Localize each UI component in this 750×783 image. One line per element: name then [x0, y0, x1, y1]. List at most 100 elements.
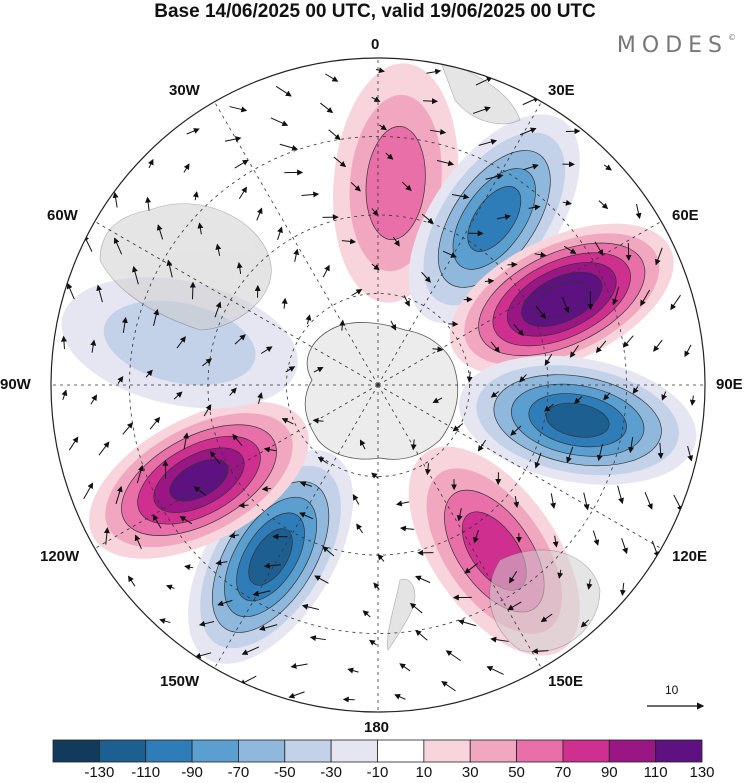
wind-arrow — [359, 439, 366, 450]
colorbar-swatch — [330, 739, 378, 763]
wind-arrow — [592, 530, 600, 546]
wind-arrow — [328, 129, 341, 141]
wind-arrow — [371, 208, 379, 217]
wind-arrow — [228, 532, 240, 539]
wind-arrow — [322, 264, 330, 278]
wind-arrow — [535, 305, 547, 320]
wind-arrow — [392, 236, 400, 247]
wind-arrow — [309, 635, 326, 642]
wind-arrow — [569, 345, 579, 358]
wind-arrow — [464, 563, 478, 574]
wind-arrow — [152, 514, 162, 529]
wind-arrow — [563, 245, 577, 254]
wind-arrow — [256, 207, 263, 221]
wind-arrow — [115, 485, 123, 505]
wind-arrow — [421, 213, 434, 224]
meridian-line — [214, 384, 379, 669]
meridian-line — [377, 101, 542, 386]
wind-arrow — [441, 681, 456, 692]
brand-mark: © — [728, 33, 736, 42]
wind-arrow — [432, 346, 444, 353]
wind-arrow — [594, 241, 604, 256]
wind-arrow — [401, 181, 412, 192]
wind-arrow — [451, 193, 470, 200]
wind-arrow — [399, 525, 415, 532]
graticule — [51, 58, 705, 712]
wind-arrow — [628, 437, 635, 454]
wind-arrow — [173, 391, 183, 400]
colorbar-tick-label: -70 — [227, 764, 250, 781]
meridian-line — [94, 221, 379, 386]
wind-arrow — [595, 340, 607, 354]
wind-arrow — [156, 224, 164, 240]
wind-arrow — [197, 222, 204, 235]
wind-arrow — [68, 436, 79, 451]
wind-arrow — [252, 590, 271, 597]
wind-arrow — [557, 569, 564, 579]
wind-arrow — [234, 334, 246, 345]
wind-arrow — [423, 98, 438, 105]
meridian-line — [377, 384, 662, 549]
wind-arrow — [573, 396, 583, 404]
wind-arrow — [415, 629, 428, 641]
wind-arrow — [209, 450, 221, 465]
brand-name: MODES — [616, 33, 728, 58]
wind-arrow — [313, 366, 324, 373]
colorbar — [52, 739, 703, 763]
wind-arrow — [496, 214, 512, 220]
wind-arrow — [543, 403, 554, 412]
wind-arrow — [379, 124, 387, 131]
wind-arrow — [612, 286, 620, 306]
colorbar-swatch — [238, 739, 286, 763]
latitude-circle — [129, 136, 627, 634]
wind-arrow — [356, 523, 364, 534]
colorbar-tick-label: 130 — [689, 764, 715, 781]
wind-arrow — [385, 152, 394, 160]
wind-arrow — [670, 294, 681, 311]
wind-arrow — [132, 265, 139, 285]
wind-arrow — [580, 619, 590, 628]
wind-arrow — [654, 247, 663, 266]
wind-arrow — [490, 391, 500, 398]
wind-arrow — [260, 346, 273, 354]
wind-arrow — [513, 324, 524, 337]
wind-arrow — [622, 335, 634, 348]
wind-arrow — [145, 369, 153, 378]
wind-arrow — [103, 527, 110, 545]
wind-arrow — [352, 494, 360, 505]
wind-arrow — [457, 619, 477, 627]
map-disk — [51, 58, 705, 712]
wind-arrow — [238, 186, 247, 200]
wind-arrow — [263, 446, 277, 453]
wind-arrow — [198, 620, 215, 627]
wind-arrow — [96, 284, 103, 303]
wind-arrow — [98, 441, 110, 456]
wind-arrow — [552, 535, 559, 548]
landmass-australia — [489, 549, 601, 653]
wind-arrow — [145, 196, 152, 211]
wind-arrow — [369, 639, 377, 646]
wind-arrow — [149, 416, 161, 430]
wind-arrow — [603, 392, 611, 401]
wind-arrow — [153, 308, 160, 326]
wind-arrow — [117, 376, 124, 384]
wind-arrow — [466, 371, 473, 383]
wind-arrow — [452, 423, 464, 432]
wind-arrow — [456, 508, 463, 522]
wind-arrow — [430, 128, 447, 135]
wind-arrow — [290, 663, 308, 669]
lon-label-0: 0 — [371, 36, 380, 53]
wind-arrow — [148, 158, 154, 169]
wind-arrow — [203, 404, 212, 417]
wind-arrow — [194, 652, 212, 659]
landmass-antarctica — [304, 322, 459, 460]
lobe-0-positive-contour — [365, 125, 426, 241]
wind-arrow — [215, 243, 222, 256]
wind-arrow — [322, 546, 335, 557]
wind-arrow — [275, 85, 292, 97]
wind-arrow — [635, 203, 642, 220]
wind-arrow — [301, 603, 319, 610]
lon-label-90e: 90E — [716, 376, 743, 393]
wind-arrow — [523, 163, 539, 171]
lon-label-90w: 90W — [0, 376, 31, 393]
